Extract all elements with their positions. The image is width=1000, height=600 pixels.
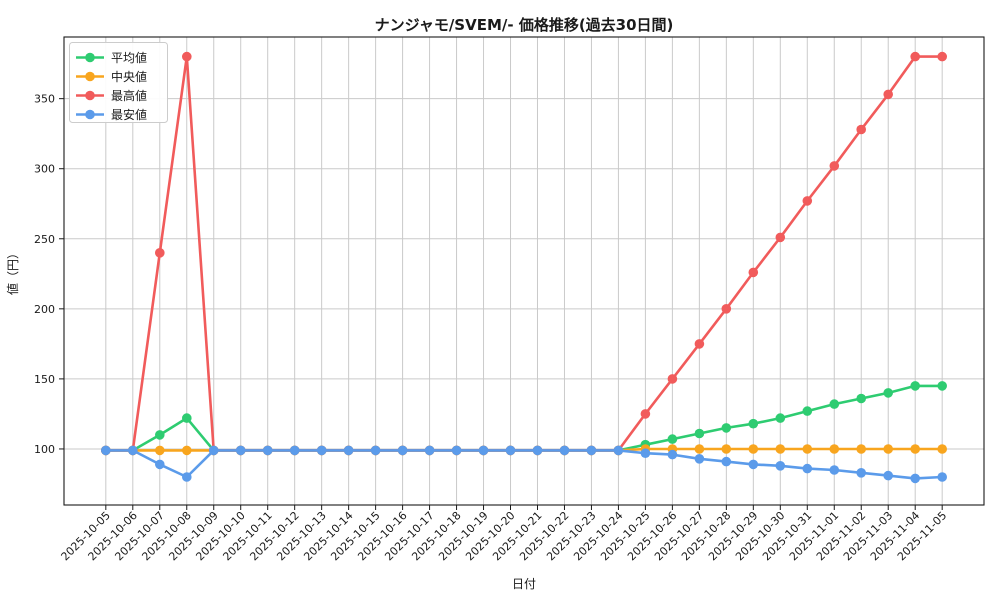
marker-min <box>775 461 786 471</box>
marker-min <box>910 473 920 484</box>
marker-min <box>370 445 381 456</box>
marker-average <box>910 381 920 391</box>
legend-item-max: 最高値 <box>76 88 147 103</box>
legend-label-min: 最安値 <box>111 107 147 122</box>
y-tick-label: 200 <box>34 303 55 316</box>
legend-item-median: 中央値 <box>76 69 147 84</box>
marker-min <box>155 459 165 470</box>
marker-max <box>721 304 732 314</box>
marker-min <box>883 470 893 481</box>
x-axis-label: 日付 <box>512 577 536 591</box>
marker-min <box>640 448 651 459</box>
y-tick-label: 300 <box>34 163 55 176</box>
marker-average <box>856 393 866 404</box>
legend-marker-max <box>85 90 95 101</box>
marker-median <box>883 444 893 454</box>
marker-min <box>316 445 327 456</box>
y-tick-label: 150 <box>34 373 55 386</box>
marker-average <box>937 381 947 391</box>
marker-max <box>182 51 192 62</box>
marker-min <box>397 445 408 456</box>
legend-label-average: 平均値 <box>111 50 147 65</box>
marker-min <box>559 445 570 456</box>
marker-max <box>640 409 651 419</box>
marker-max <box>802 196 813 206</box>
marker-median <box>182 445 192 456</box>
marker-max <box>694 339 705 349</box>
legend-marker-median <box>85 71 95 82</box>
y-tick-label: 250 <box>34 233 55 246</box>
y-tick-label: 350 <box>34 93 55 106</box>
marker-min <box>667 449 678 460</box>
marker-max <box>883 89 893 100</box>
marker-min <box>505 445 516 456</box>
marker-min <box>182 472 192 482</box>
chart-title: ナンジャモ/SVEM/- 価格推移(過去30日間) <box>375 16 674 34</box>
legend-label-max: 最高値 <box>111 88 147 103</box>
marker-max <box>155 248 165 258</box>
legend-item-average: 平均値 <box>76 50 147 65</box>
legend-marker-min <box>85 109 95 120</box>
marker-max <box>856 124 866 135</box>
marker-median <box>775 444 786 454</box>
marker-median <box>829 444 840 454</box>
marker-min <box>613 445 624 456</box>
marker-min <box>262 445 273 456</box>
marker-min <box>586 445 597 456</box>
marker-min <box>128 445 138 456</box>
marker-average <box>748 418 759 429</box>
legend-item-min: 最安値 <box>76 107 147 122</box>
marker-average <box>667 434 678 444</box>
marker-median <box>748 444 759 454</box>
marker-min <box>748 459 759 470</box>
plot-border <box>63 36 985 506</box>
marker-max <box>748 267 759 278</box>
marker-min <box>937 472 947 482</box>
marker-average <box>182 413 192 423</box>
legend-marker-average <box>85 52 95 63</box>
marker-average <box>694 428 705 439</box>
marker-median <box>802 444 813 454</box>
marker-min <box>802 463 813 474</box>
marker-median <box>937 444 947 454</box>
marker-average <box>802 406 813 416</box>
marker-min <box>101 445 111 456</box>
marker-median <box>694 444 705 454</box>
marker-median <box>856 444 866 454</box>
marker-average <box>775 413 786 423</box>
marker-min <box>208 445 219 456</box>
marker-average <box>829 399 840 409</box>
marker-max <box>667 374 678 384</box>
marker-min <box>856 468 866 478</box>
y-axis-label: 値（円） <box>5 247 20 295</box>
y-tick-label: 100 <box>34 443 55 456</box>
marker-median <box>910 444 920 454</box>
legend-label-median: 中央値 <box>111 69 147 84</box>
marker-max <box>775 232 786 243</box>
marker-min <box>235 445 246 456</box>
marker-min <box>424 445 435 456</box>
marker-min <box>451 445 462 456</box>
marker-min <box>289 445 300 456</box>
marker-median <box>721 444 732 454</box>
marker-min <box>721 456 732 467</box>
marker-min <box>532 445 543 456</box>
marker-median <box>155 445 165 456</box>
marker-max <box>910 51 920 62</box>
marker-average <box>883 388 893 398</box>
marker-max <box>937 51 947 62</box>
marker-min <box>343 445 354 456</box>
marker-average <box>721 423 732 433</box>
marker-max <box>829 161 840 171</box>
legend-box <box>69 42 168 123</box>
marker-min <box>694 454 705 464</box>
marker-average <box>155 430 165 440</box>
marker-min <box>829 465 840 475</box>
marker-min <box>478 445 489 456</box>
